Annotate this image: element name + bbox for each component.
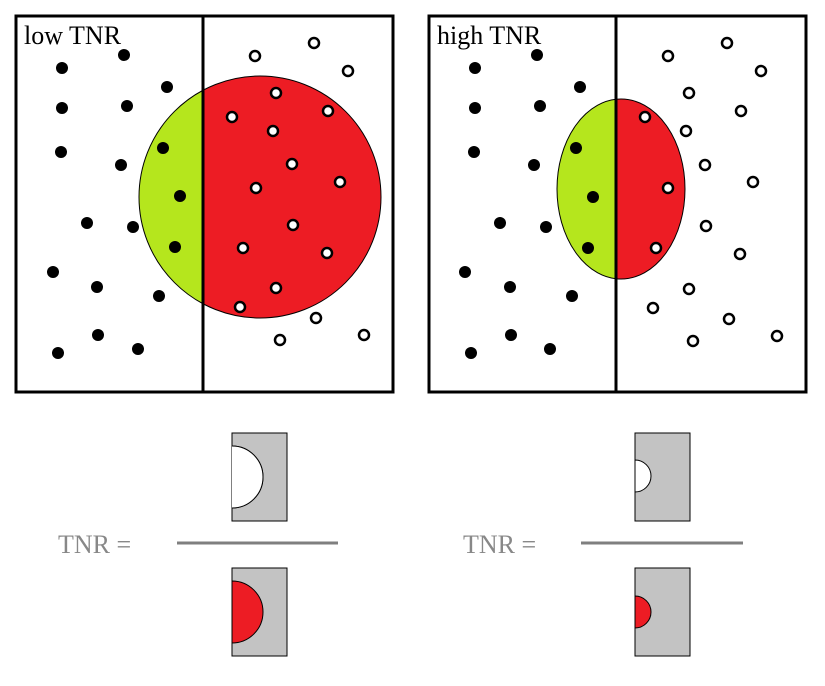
true-negative-region xyxy=(138,89,203,305)
panel-high-tnr: high TNR xyxy=(427,14,808,394)
panel-title: high TNR xyxy=(437,21,542,50)
numerator-block xyxy=(231,432,288,522)
denominator-block xyxy=(231,567,288,657)
formula-label: TNR = xyxy=(58,530,131,559)
positive-points xyxy=(225,36,371,347)
negative-points xyxy=(459,49,599,359)
positive-points xyxy=(638,36,784,348)
false-positive-region xyxy=(203,75,382,319)
negative-points xyxy=(47,49,186,359)
panel-low-tnr: low TNR xyxy=(14,14,395,394)
false-positive-region xyxy=(616,98,686,280)
formula-low-tnr: TNR = xyxy=(58,432,338,657)
numerator-block xyxy=(634,432,691,522)
formula-label: TNR = xyxy=(463,530,536,559)
formula-high-tnr: TNR = xyxy=(463,432,743,657)
panel-title: low TNR xyxy=(24,21,122,50)
denominator-block xyxy=(634,567,691,657)
